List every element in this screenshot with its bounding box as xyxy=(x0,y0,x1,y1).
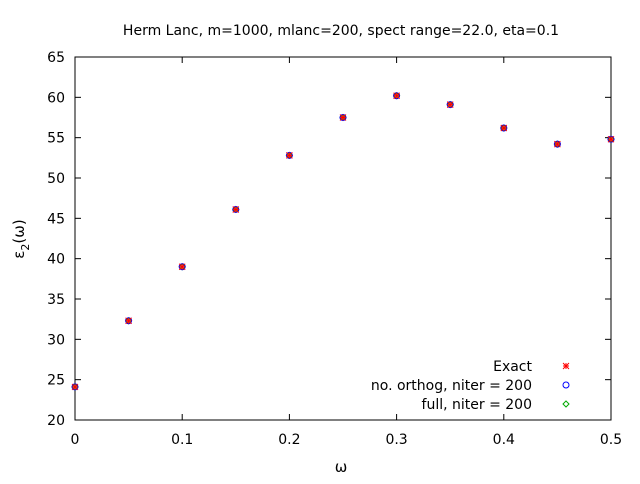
data-point-star xyxy=(607,135,615,143)
data-point-star xyxy=(178,263,186,271)
legend: Exact no. orthog, niter = 200 full, niter … xyxy=(371,359,570,413)
y-tick-label: 45 xyxy=(47,211,65,227)
chart-title: Herm Lanc, m=1000, mlanc=200, spect rang… xyxy=(123,23,559,39)
legend-marker-star xyxy=(562,362,570,370)
series-star xyxy=(71,92,615,391)
y-tick-label: 30 xyxy=(47,332,65,348)
legend-label: full, niter = 200 xyxy=(422,397,532,413)
series-layer xyxy=(71,92,615,391)
legend-marker-circle xyxy=(562,381,570,389)
x-tick-label: 0.5 xyxy=(600,432,622,448)
y-tick-label: 60 xyxy=(47,90,65,106)
data-point-star xyxy=(232,206,240,213)
data-point-star xyxy=(393,92,400,100)
data-point-star xyxy=(71,383,79,391)
y-tick-label: 35 xyxy=(47,292,65,308)
y-tick-label: 20 xyxy=(47,413,65,429)
data-point-star xyxy=(500,124,508,132)
y-tick-label: 40 xyxy=(47,252,65,268)
data-point-star xyxy=(339,114,347,121)
y-axis-label: ε2(ω) xyxy=(10,219,32,258)
y-axis-label-main: ε xyxy=(10,251,28,259)
x-tick-label: 0.2 xyxy=(278,432,300,448)
y-axis-label-tail: (ω) xyxy=(10,219,28,243)
series-diamond xyxy=(71,92,615,391)
y-tick-label: 55 xyxy=(47,131,65,147)
x-axis-label: ω xyxy=(335,458,348,476)
legend-marker-diamond xyxy=(562,400,570,408)
legend-label: no. orthog, niter = 200 xyxy=(371,378,532,394)
x-tick-label: 0 xyxy=(71,432,80,448)
y-axis: 20 25 30 35 40 45 50 55 60 65 xyxy=(47,50,611,429)
data-point-star xyxy=(125,317,132,325)
x-tick-label: 0.4 xyxy=(493,432,515,448)
legend-label: Exact xyxy=(493,359,532,375)
x-tick-label: 0.3 xyxy=(385,432,407,448)
y-axis-label-subscript: 2 xyxy=(19,244,32,251)
x-tick-label: 0.1 xyxy=(171,432,193,448)
y-tick-label: 50 xyxy=(47,171,65,187)
y-tick-label: 65 xyxy=(47,50,65,66)
y-tick-label: 25 xyxy=(47,373,65,389)
data-point-star xyxy=(286,152,293,159)
x-axis: 0 0.1 0.2 0.3 0.4 0.5 xyxy=(71,57,622,448)
plot-frame xyxy=(74,56,612,421)
data-point-star xyxy=(446,101,454,108)
series-circle xyxy=(71,92,615,391)
data-point-star xyxy=(554,140,561,148)
